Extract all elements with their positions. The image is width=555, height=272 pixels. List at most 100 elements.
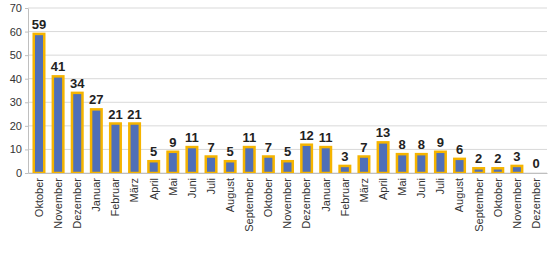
data-label: 12 bbox=[299, 128, 313, 143]
x-tick-label: Dezember bbox=[300, 178, 312, 229]
x-tick-label: April bbox=[148, 178, 160, 200]
x-tick-label: Februar bbox=[339, 178, 351, 217]
x-tick: August bbox=[453, 173, 465, 212]
x-tick: August bbox=[224, 173, 236, 212]
data-label: 11 bbox=[242, 130, 256, 145]
y-tick-label: 30 bbox=[10, 96, 22, 108]
bar bbox=[340, 166, 351, 173]
bar bbox=[301, 145, 312, 173]
data-label: 3 bbox=[513, 149, 520, 164]
x-tick: September bbox=[473, 173, 485, 232]
bars bbox=[34, 34, 522, 173]
x-tick-label: Dezember bbox=[530, 178, 542, 229]
data-label: 34 bbox=[70, 76, 85, 91]
grid-line bbox=[28, 31, 547, 32]
x-tick: Juli bbox=[434, 173, 446, 195]
data-label: 27 bbox=[89, 92, 103, 107]
data-label: 6 bbox=[456, 142, 463, 157]
bar bbox=[397, 154, 408, 173]
x-tick-label: Juli bbox=[434, 178, 446, 195]
bar bbox=[493, 168, 504, 173]
y-axis-line bbox=[28, 9, 29, 174]
bar bbox=[148, 161, 159, 173]
x-tick: September bbox=[243, 173, 255, 232]
x-tick-label: Oktober bbox=[492, 178, 504, 217]
x-tick-label: März bbox=[128, 178, 140, 202]
y-tick: 10 bbox=[10, 143, 28, 155]
x-tick-label: Juni bbox=[415, 178, 427, 198]
x-tick: November bbox=[511, 173, 523, 229]
data-label: 21 bbox=[108, 107, 122, 122]
data-label: 41 bbox=[51, 59, 65, 74]
x-tick: Mai bbox=[396, 173, 408, 196]
x-tick: März bbox=[358, 173, 370, 202]
x-tick-label: April bbox=[377, 178, 389, 200]
x-tick-label: November bbox=[281, 178, 293, 229]
x-tick-label: Mai bbox=[167, 178, 179, 196]
data-labels: 59413427212159117511751211371388962230 bbox=[32, 17, 540, 171]
x-tick-label: Oktober bbox=[33, 178, 45, 217]
x-tick-label: Februar bbox=[109, 178, 121, 217]
data-label: 5 bbox=[227, 144, 234, 159]
bar bbox=[435, 152, 446, 173]
data-label: 0 bbox=[532, 156, 539, 171]
bar bbox=[454, 159, 465, 173]
y-tick: 70 bbox=[10, 2, 28, 14]
data-label: 7 bbox=[360, 140, 367, 155]
bar bbox=[206, 157, 217, 174]
y-tick: 50 bbox=[10, 49, 28, 61]
chart: 010203040506070OktoberNovemberDezemberJa… bbox=[0, 0, 555, 272]
y-tick-label: 70 bbox=[10, 2, 22, 14]
bar bbox=[416, 154, 427, 173]
data-label: 8 bbox=[418, 137, 425, 152]
data-label: 5 bbox=[284, 144, 291, 159]
y-tick-mark bbox=[25, 126, 28, 127]
x-tick: Dezember bbox=[300, 173, 312, 229]
data-label: 59 bbox=[32, 17, 46, 32]
data-label: 9 bbox=[169, 135, 176, 150]
x-tick: November bbox=[52, 173, 64, 229]
grid-line bbox=[28, 55, 547, 56]
x-tick-label: Oktober bbox=[262, 178, 274, 217]
x-tick: Dezember bbox=[71, 173, 83, 229]
bar bbox=[320, 147, 331, 173]
y-tick: 20 bbox=[10, 120, 28, 132]
data-label: 8 bbox=[399, 137, 406, 152]
bar bbox=[263, 157, 274, 174]
grid-line bbox=[28, 8, 547, 9]
x-tick: April bbox=[377, 173, 389, 200]
data-label: 21 bbox=[127, 107, 141, 122]
data-label: 11 bbox=[185, 130, 199, 145]
bar bbox=[91, 109, 102, 173]
x-tick-label: Juni bbox=[186, 178, 198, 198]
x-tick-label: September bbox=[473, 178, 485, 232]
x-tick: Oktober bbox=[492, 173, 504, 217]
data-label: 2 bbox=[494, 151, 501, 166]
y-tick: 40 bbox=[10, 73, 28, 85]
x-tick-label: September bbox=[243, 178, 255, 232]
x-tick-label: Dezember bbox=[71, 178, 83, 229]
x-tick: Juni bbox=[186, 173, 198, 198]
x-tick: Februar bbox=[109, 173, 121, 217]
x-tick-label: Januar bbox=[90, 178, 102, 212]
x-tick-label: Mai bbox=[396, 178, 408, 196]
y-tick-mark bbox=[25, 55, 28, 56]
data-label: 7 bbox=[207, 140, 214, 155]
bar bbox=[72, 93, 83, 173]
x-tick: Dezember bbox=[530, 173, 542, 229]
x-tick: Februar bbox=[339, 173, 351, 217]
bar bbox=[129, 124, 140, 174]
data-label: 9 bbox=[437, 135, 444, 150]
grid-line bbox=[28, 78, 547, 79]
y-tick-mark bbox=[25, 173, 28, 174]
grid-line bbox=[28, 125, 547, 126]
bar bbox=[34, 34, 45, 173]
x-tick-label: November bbox=[52, 178, 64, 229]
bar bbox=[473, 168, 484, 173]
bar bbox=[225, 161, 236, 173]
y-axis: 010203040506070 bbox=[10, 2, 29, 179]
y-tick: 30 bbox=[10, 96, 28, 108]
x-tick: Mai bbox=[167, 173, 179, 196]
bar bbox=[168, 152, 179, 173]
x-tick-label: August bbox=[224, 178, 236, 212]
